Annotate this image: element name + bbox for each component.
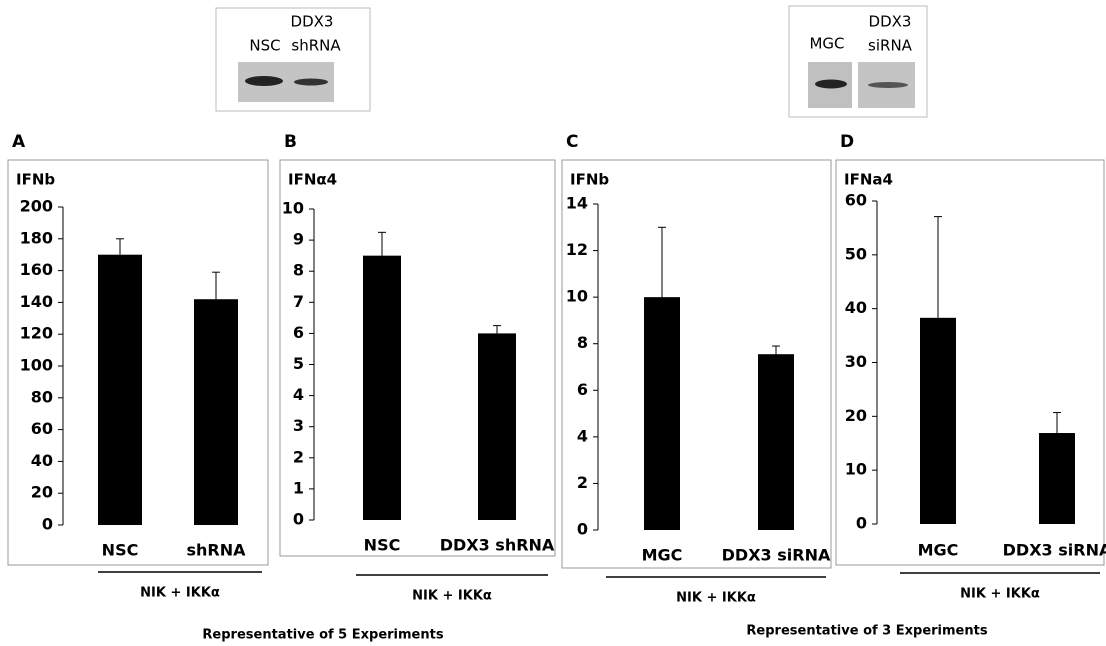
blot-label: DDX3 — [869, 13, 912, 31]
y-tick-label: 20 — [31, 483, 53, 502]
y-tick-label: 120 — [20, 324, 53, 343]
panel-letter: C — [566, 132, 578, 152]
panel-letter: A — [12, 132, 26, 152]
y-tick-label: 0 — [577, 520, 588, 539]
y-tick-label: 140 — [20, 292, 53, 311]
blot-band — [245, 76, 283, 86]
bar — [194, 299, 238, 525]
y-tick-label: 20 — [845, 406, 867, 425]
page: {"blots": [ {"labels": ["NSC", "DDX3", "… — [0, 0, 1106, 646]
caption: Representative of 5 Experiments — [202, 628, 443, 643]
bar — [98, 255, 142, 525]
blot-label: siRNA — [868, 37, 913, 55]
y-tick-label: 12 — [566, 240, 588, 259]
y-tick-label: 60 — [31, 419, 53, 438]
x-tick-label: shRNA — [186, 541, 246, 560]
y-tick-label: 80 — [31, 387, 53, 406]
y-tick-label: 100 — [20, 356, 53, 375]
y-tick-label: 60 — [845, 191, 867, 210]
western-blot: MGC DDX3 siRNA — [789, 6, 927, 117]
blot-label: shRNA — [291, 37, 341, 55]
blot-label: NSC — [249, 37, 280, 55]
y-tick-label: 9 — [293, 230, 304, 249]
x-tick-label: NSC — [102, 541, 139, 560]
y-tick-label: 160 — [20, 260, 53, 279]
y-tick-label: 3 — [293, 416, 304, 435]
y-tick-label: 40 — [845, 298, 867, 317]
y-tick-label: 4 — [577, 426, 588, 445]
chart-title: IFNb — [16, 171, 55, 189]
panel-letter: B — [284, 132, 297, 152]
blot-band — [815, 80, 847, 89]
x-tick-label: MGC — [918, 541, 959, 560]
chart-title: IFNα4 — [288, 171, 337, 189]
figure: NSC DDX3 shRNA MGC DDX3 siRNA Representa… — [0, 0, 1106, 646]
y-tick-label: 30 — [845, 352, 867, 371]
bar — [363, 256, 401, 520]
y-tick-label: 7 — [293, 292, 304, 311]
y-tick-label: 5 — [293, 354, 304, 373]
blot-label: MGC — [809, 35, 844, 53]
y-tick-label: 10 — [845, 460, 867, 479]
y-tick-label: 4 — [293, 385, 304, 404]
y-tick-label: 50 — [845, 244, 867, 263]
y-tick-label: 200 — [20, 197, 53, 216]
y-tick-label: 8 — [577, 333, 588, 352]
bar — [644, 297, 680, 530]
group-label: NIK + IKKα — [960, 587, 1040, 602]
x-tick-label: NSC — [364, 536, 401, 555]
blot-band — [294, 79, 328, 86]
blot-label: DDX3 — [291, 13, 334, 31]
x-tick-label: DDX3 shRNA — [440, 536, 555, 555]
y-tick-label: 10 — [282, 199, 304, 218]
group-label: NIK + IKKα — [412, 589, 492, 604]
panel-letter: D — [840, 132, 854, 152]
bar — [478, 333, 516, 520]
y-tick-label: 40 — [31, 451, 53, 470]
y-tick-label: 10 — [566, 287, 588, 306]
y-tick-label: 6 — [577, 380, 588, 399]
western-blot: NSC DDX3 shRNA — [216, 8, 370, 111]
group-label: NIK + IKKα — [140, 586, 220, 601]
y-tick-label: 2 — [577, 473, 588, 492]
bar — [920, 318, 956, 524]
x-tick-label: DDX3 siRNA — [722, 546, 831, 565]
x-tick-label: MGC — [642, 546, 683, 565]
x-tick-label: DDX3 siRNA — [1003, 541, 1106, 560]
y-tick-label: 1 — [293, 478, 304, 497]
y-tick-label: 0 — [856, 514, 867, 533]
chart-title: IFNb — [570, 171, 609, 189]
chart-title: IFNa4 — [844, 171, 893, 189]
y-tick-label: 180 — [20, 228, 53, 247]
y-tick-label: 2 — [293, 447, 304, 466]
caption: Representative of 3 Experiments — [746, 624, 987, 639]
y-tick-label: 6 — [293, 323, 304, 342]
y-tick-label: 8 — [293, 261, 304, 280]
group-label: NIK + IKKα — [676, 591, 756, 606]
y-tick-label: 0 — [293, 510, 304, 529]
blot-band — [868, 82, 908, 88]
bar — [1039, 433, 1075, 524]
y-tick-label: 14 — [566, 194, 588, 213]
bar — [758, 354, 794, 530]
y-tick-label: 0 — [42, 515, 53, 534]
